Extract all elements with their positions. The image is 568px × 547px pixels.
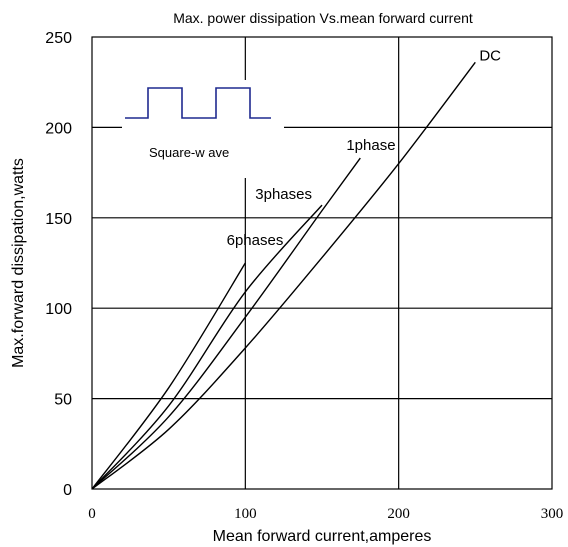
y-tick-label-0: 0 [63,482,72,499]
x-tick-label-2: 200 [387,506,410,522]
y-tick-label-3: 150 [45,211,72,228]
tick-labels: 0 100 200 300 0 50 100 150 200 250 [45,30,563,522]
plot-frame [91,36,553,490]
y-axis-label: Max.forward dissipation,watts [10,158,27,368]
y-tick-label-1: 50 [54,392,72,409]
series-line-dc [91,61,476,490]
series-line-1phase [91,157,361,490]
series-label-6phases: 6phases [227,232,284,249]
y-tick-label-5: 250 [45,30,72,47]
square-wave-label: Square-w ave [149,145,229,160]
chart-title: Max. power dissipation Vs.mean forward c… [173,10,473,26]
y-tick-label-4: 200 [45,120,72,137]
series-labels: DC 1phase 3phases 6phases [227,47,502,249]
series-label-3phases: 3phases [255,186,312,203]
series-label-1phase: 1phase [346,137,395,154]
x-axis-label: Mean forward current,amperes [213,528,432,545]
square-wave-inset: Square-w ave [122,80,284,178]
series-line-6phases [91,262,246,490]
x-tick-label-0: 0 [88,506,96,522]
x-tick-label-3: 300 [541,506,564,522]
square-wave-icon [125,87,271,119]
x-tick-label-1: 100 [234,506,257,522]
inset-background [122,80,284,178]
y-tick-label-2: 100 [45,301,72,318]
series-line-3phases [91,204,323,490]
series-label-dc: DC [479,47,501,64]
series-lines [91,61,476,490]
